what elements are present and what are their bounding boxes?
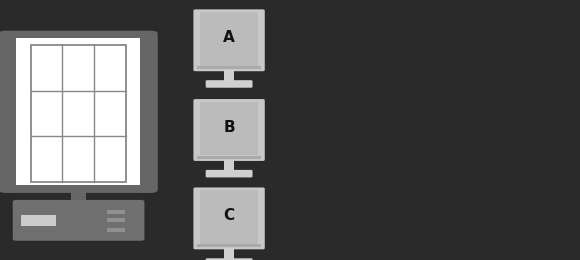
FancyBboxPatch shape	[206, 258, 252, 260]
Bar	[21, 215, 56, 226]
FancyBboxPatch shape	[13, 200, 144, 241]
Bar	[200, 190, 258, 244]
FancyBboxPatch shape	[194, 99, 264, 161]
Bar	[224, 248, 234, 259]
Text: B: B	[223, 120, 235, 134]
Bar	[107, 228, 125, 232]
FancyBboxPatch shape	[194, 9, 264, 71]
Bar	[16, 38, 140, 185]
Text: A: A	[223, 30, 235, 45]
FancyBboxPatch shape	[206, 80, 252, 88]
FancyBboxPatch shape	[194, 187, 264, 249]
Bar	[224, 70, 234, 81]
Bar	[107, 218, 125, 222]
Bar	[71, 190, 86, 202]
FancyBboxPatch shape	[206, 170, 252, 177]
Bar	[197, 244, 261, 247]
Bar	[197, 156, 261, 159]
Bar	[224, 160, 234, 171]
Bar	[200, 12, 258, 66]
Bar	[200, 102, 258, 155]
Bar	[31, 45, 126, 182]
FancyBboxPatch shape	[0, 31, 158, 193]
Bar	[107, 210, 125, 214]
Text: C: C	[223, 208, 235, 223]
Bar	[197, 66, 261, 69]
